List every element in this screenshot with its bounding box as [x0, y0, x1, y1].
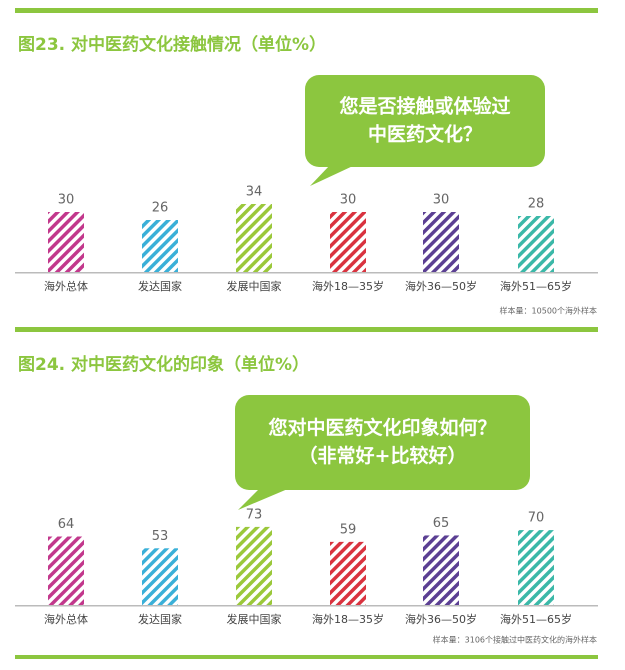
speech-bubble: [235, 395, 530, 490]
bar: [236, 526, 272, 605]
top-rule: [15, 8, 598, 13]
category-label: 海外51—65岁: [500, 612, 572, 626]
baseline: [15, 605, 598, 607]
category-label: 发展中国家: [227, 279, 282, 293]
bar: [142, 220, 178, 272]
sample-note: 样本量：10500个海外样本: [500, 306, 597, 316]
bubble-text: 您是否接触或体验过: [339, 95, 510, 118]
value-label: 30: [58, 193, 75, 208]
bar: [518, 216, 554, 272]
value-label: 34: [246, 185, 263, 200]
bar: [236, 204, 272, 272]
bar: [330, 541, 366, 605]
value-label: 73: [246, 507, 263, 522]
bar: [423, 535, 459, 605]
value-label: 64: [58, 517, 75, 532]
category-label: 海外51—65岁: [500, 279, 572, 293]
bubble-tail: [238, 488, 290, 510]
category-label: 海外总体: [44, 612, 88, 626]
category-label: 海外总体: [44, 279, 88, 293]
bar: [142, 548, 178, 605]
bottom-rule: [15, 655, 598, 659]
mid-rule: [15, 327, 598, 332]
category-label: 发达国家: [138, 612, 182, 626]
bubble-tail: [310, 165, 355, 186]
value-label: 26: [152, 201, 169, 216]
bubble-text: 您对中医药文化印象如何？: [268, 416, 496, 439]
value-label: 70: [528, 511, 545, 526]
bubble-text: （非常好+比较好）: [299, 444, 467, 467]
value-label: 30: [433, 193, 450, 208]
value-label: 65: [433, 516, 450, 531]
category-label: 发达国家: [138, 279, 182, 293]
category-label: 海外18—35岁: [312, 612, 384, 626]
sample-note: 样本量：3106个接触过中医药文化的海外样本: [433, 635, 597, 645]
category-label: 海外18—35岁: [312, 279, 384, 293]
bar: [330, 212, 366, 272]
bubble-text: 中医药文化？: [368, 123, 482, 146]
category-label: 海外36—50岁: [405, 612, 477, 626]
category-label: 发展中国家: [227, 612, 282, 626]
bar: [518, 530, 554, 605]
value-label: 53: [152, 529, 169, 544]
value-label: 59: [340, 522, 357, 537]
baseline: [15, 272, 598, 274]
speech-bubble: [305, 75, 545, 167]
bar: [423, 212, 459, 272]
category-label: 海外36—50岁: [405, 279, 477, 293]
chart-title: 图23. 对中医药文化接触情况（单位%）: [18, 34, 326, 55]
bar: [48, 212, 84, 272]
value-label: 28: [528, 197, 545, 212]
value-label: 30: [340, 193, 357, 208]
bar: [48, 536, 84, 605]
chart-title: 图24. 对中医药文化的印象（单位%）: [18, 354, 309, 375]
